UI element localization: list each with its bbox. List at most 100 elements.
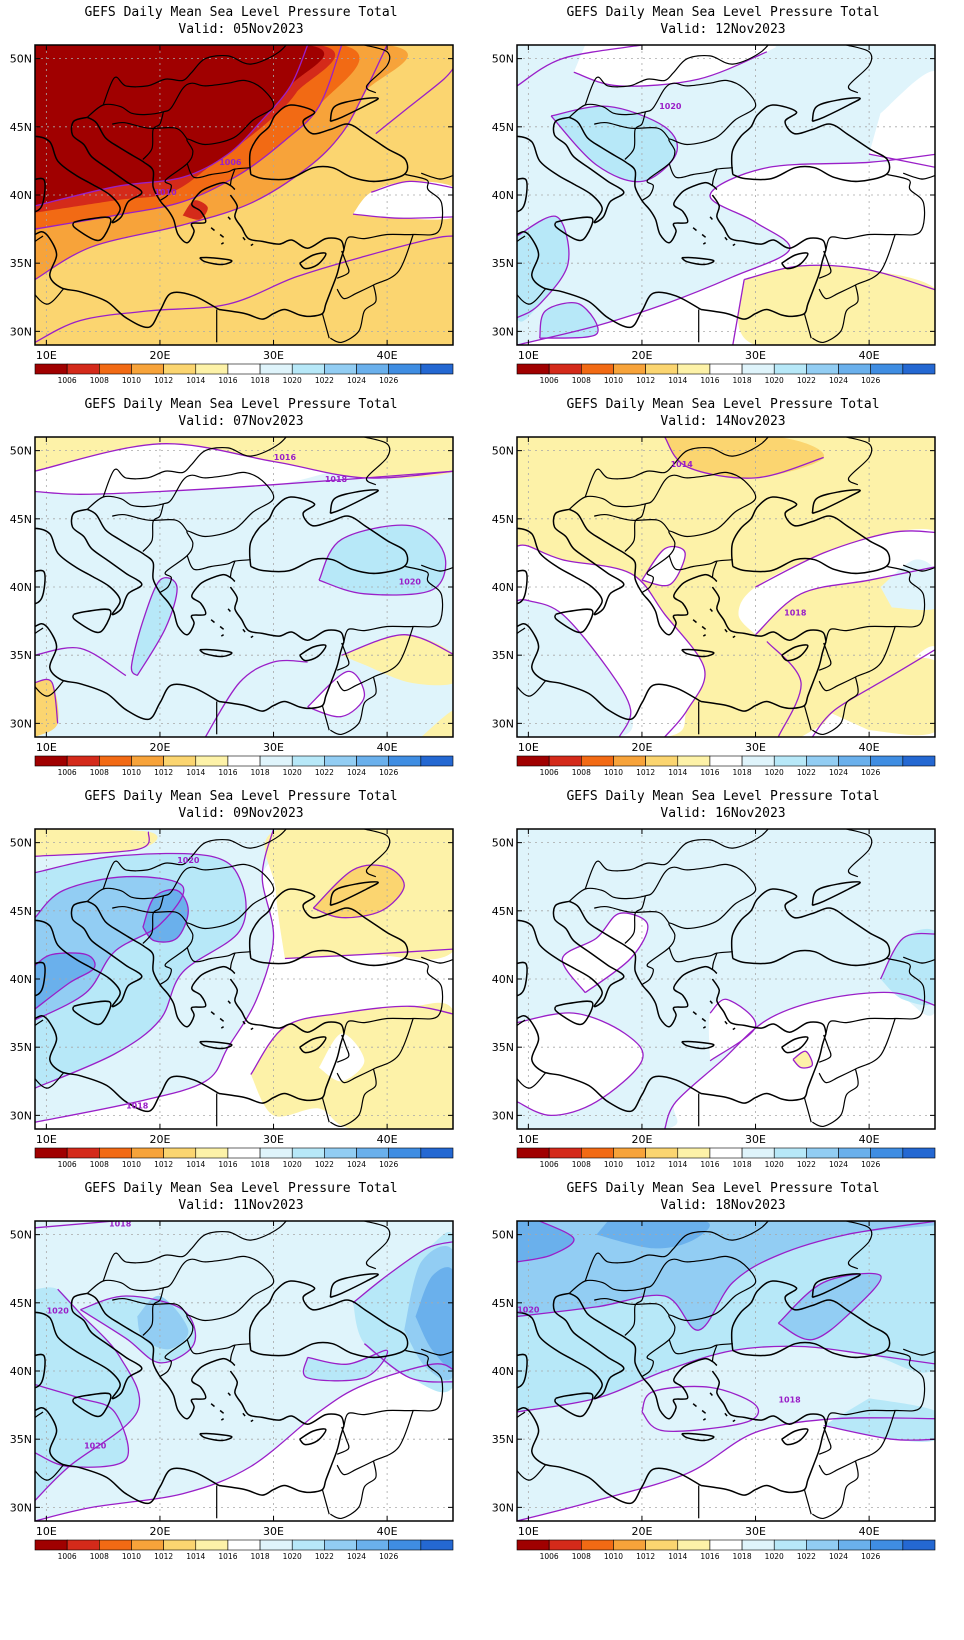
colorbar-swatch xyxy=(838,363,871,375)
coastline xyxy=(210,227,215,232)
coastline xyxy=(517,900,625,1008)
country-border xyxy=(86,1255,275,1378)
isobar-line xyxy=(517,1221,575,1263)
country-border xyxy=(142,503,164,552)
country-border xyxy=(568,1255,757,1378)
isobar-label: 1020 xyxy=(47,1307,70,1316)
panel-title: GEFS Daily Mean Sea Level Pressure Total… xyxy=(0,4,482,38)
coastline xyxy=(199,1040,233,1050)
country-border xyxy=(343,173,444,250)
pressure-fill-region xyxy=(869,71,935,172)
colorbar-swatch xyxy=(99,1147,132,1159)
colorbar-label: 1022 xyxy=(315,1160,334,1169)
colorbar-swatch xyxy=(581,363,614,375)
colorbar-swatch xyxy=(420,755,454,767)
colorbar-swatch xyxy=(677,755,711,767)
longitude-label: 10E xyxy=(518,349,539,362)
country-border xyxy=(102,45,288,106)
panel-title: GEFS Daily Mean Sea Level Pressure Total… xyxy=(482,396,964,430)
coastline xyxy=(250,1419,254,1423)
colorbar-swatch xyxy=(356,755,389,767)
colorbar-label: 1010 xyxy=(604,376,623,385)
isobar-line xyxy=(573,51,768,87)
panel-valid-date: Valid: 18Nov2023 xyxy=(660,1198,786,1213)
colorbar-swatch xyxy=(356,363,389,375)
colorbar-label: 1010 xyxy=(604,1160,623,1169)
colorbar-swatch xyxy=(741,363,775,375)
colorbar-label: 1006 xyxy=(540,1160,559,1169)
colorbar-swatch xyxy=(741,755,775,767)
colorbar-label: 1020 xyxy=(283,1552,302,1561)
colorbar-swatch xyxy=(838,1539,871,1551)
country-border xyxy=(584,45,770,106)
latitude-label: 35N xyxy=(10,1433,32,1446)
panel-title-line: GEFS Daily Mean Sea Level Pressure Total xyxy=(84,1181,398,1196)
country-border xyxy=(825,565,926,642)
coastline xyxy=(517,623,702,721)
colorbar-label: 1016 xyxy=(218,1552,237,1561)
colorbar-swatch xyxy=(806,755,839,767)
pressure-fill-region xyxy=(778,1273,882,1340)
colorbar-swatch xyxy=(645,1539,679,1551)
coastline xyxy=(692,227,697,232)
coastline xyxy=(701,625,707,630)
country-border xyxy=(142,1287,164,1336)
colorbar-swatch xyxy=(806,363,839,375)
colorbar-swatch xyxy=(773,363,807,375)
isobar-line xyxy=(352,1241,453,1304)
isobar-line xyxy=(517,598,632,737)
coastline xyxy=(811,1273,861,1299)
coastline xyxy=(35,177,46,213)
isobar-line xyxy=(341,634,453,656)
country-border xyxy=(711,1344,718,1362)
country-border xyxy=(818,1034,832,1063)
coastline xyxy=(72,1000,112,1026)
country-border xyxy=(420,172,453,180)
country-border xyxy=(112,905,188,924)
coastline xyxy=(700,641,827,712)
panel-valid-date: Valid: 11Nov2023 xyxy=(178,1198,304,1213)
pressure-fill-region xyxy=(641,1386,759,1432)
colorbar-swatch xyxy=(645,363,679,375)
coastline xyxy=(219,233,225,238)
country-border xyxy=(818,234,896,300)
longitude-label: 20E xyxy=(149,741,170,754)
coastline xyxy=(299,252,327,270)
colorbar-label: 1026 xyxy=(379,768,398,777)
country-border xyxy=(321,1489,330,1515)
longitude-label: 30E xyxy=(263,349,284,362)
country-border xyxy=(517,1019,546,1089)
latitude-label: 35N xyxy=(10,257,32,270)
coastline xyxy=(702,1418,706,1421)
country-border xyxy=(343,957,444,1034)
coastline xyxy=(781,644,809,662)
colorbar-swatch xyxy=(324,1539,357,1551)
coastline xyxy=(199,648,233,658)
coastline xyxy=(242,1020,246,1025)
coastline xyxy=(517,569,528,605)
colorbar-swatch xyxy=(516,363,550,375)
colorbar-swatch xyxy=(838,1147,871,1159)
country-border xyxy=(568,863,757,986)
colorbar-swatch xyxy=(773,755,807,767)
latitude-label: 30N xyxy=(492,1109,514,1122)
colorbar-label: 1014 xyxy=(668,1552,687,1561)
latitude-label: 40N xyxy=(10,1365,32,1378)
colorbar-swatch xyxy=(902,363,936,375)
latitude-label: 45N xyxy=(10,1297,32,1310)
country-border xyxy=(517,627,546,697)
colorbar-swatch xyxy=(581,1539,614,1551)
coastline xyxy=(554,1000,594,1026)
isobar-line xyxy=(709,998,757,1062)
isobar-label: 1018 xyxy=(778,1395,801,1404)
colorbar-label: 1014 xyxy=(668,768,687,777)
colorbar-swatch xyxy=(548,755,582,767)
latitude-label: 50N xyxy=(492,837,514,850)
coastline xyxy=(463,1317,472,1342)
colorbar-swatch xyxy=(195,755,229,767)
coastline xyxy=(210,1403,215,1408)
colorbar-swatch xyxy=(581,755,614,767)
colorbar-label: 1024 xyxy=(347,376,366,385)
isobar-line xyxy=(664,991,935,1129)
